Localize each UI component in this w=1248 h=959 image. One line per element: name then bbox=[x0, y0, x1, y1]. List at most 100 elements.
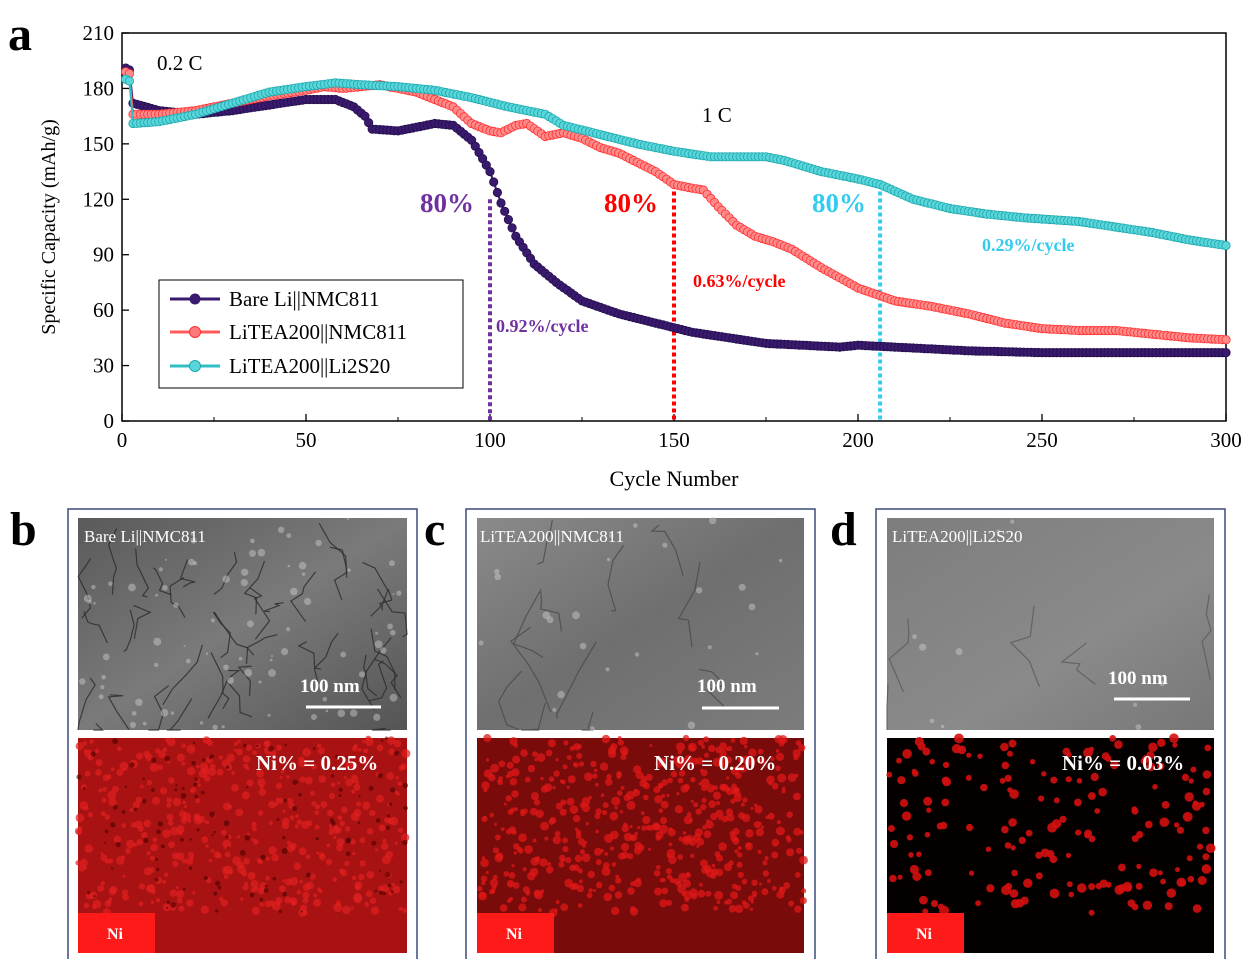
eds-dot bbox=[160, 787, 168, 795]
eds-dot bbox=[397, 781, 403, 786]
eds-dot bbox=[525, 890, 531, 896]
eds-dot bbox=[494, 822, 498, 826]
eds-dot bbox=[121, 823, 126, 828]
eds-dot bbox=[326, 843, 331, 848]
eds-dot bbox=[716, 900, 721, 905]
sem-texture-speck bbox=[186, 658, 191, 664]
eds-dot bbox=[84, 844, 94, 853]
eds-dot bbox=[250, 880, 259, 888]
sem-texture-speck bbox=[310, 714, 317, 720]
eds-dot bbox=[1007, 787, 1013, 793]
eds-dot bbox=[1109, 735, 1117, 742]
eds-dot bbox=[661, 793, 666, 798]
eds-dot bbox=[554, 830, 561, 837]
eds-dot bbox=[742, 797, 748, 803]
eds-dot bbox=[119, 761, 129, 771]
eds-dot bbox=[1004, 774, 1012, 782]
eds-dot bbox=[149, 867, 155, 873]
eds-dot bbox=[196, 828, 200, 832]
sem-texture-speck bbox=[478, 640, 484, 646]
eds-dot bbox=[714, 890, 724, 900]
eds-dot bbox=[1202, 853, 1210, 861]
eds-dot bbox=[966, 752, 972, 758]
eds-dot bbox=[164, 756, 171, 762]
sem-texture-speck bbox=[778, 558, 783, 563]
annotation-rate-low: 0.2 C bbox=[157, 51, 203, 75]
eds-dot bbox=[701, 784, 708, 792]
sem-texture-speck bbox=[205, 652, 209, 655]
eds-dot bbox=[503, 871, 510, 877]
eds-dot bbox=[708, 800, 716, 808]
eds-dot bbox=[506, 761, 514, 769]
eds-dot bbox=[296, 889, 302, 895]
sem-texture-speck bbox=[290, 587, 298, 596]
sem-texture-line bbox=[166, 698, 193, 731]
eds-dot bbox=[719, 749, 727, 758]
sem-texture-speck bbox=[87, 599, 92, 604]
sem-texture-line bbox=[521, 703, 546, 731]
eds-dot bbox=[275, 897, 283, 905]
eds-dot bbox=[394, 841, 398, 845]
eds-dot bbox=[658, 808, 664, 814]
sem-texture-speck bbox=[634, 652, 640, 657]
eds-dot bbox=[562, 837, 568, 844]
sem-texture-speck bbox=[662, 542, 668, 548]
sem-texture-speck bbox=[199, 721, 204, 725]
eds-dot bbox=[793, 827, 802, 836]
eds-dot bbox=[512, 882, 520, 889]
eds-dot bbox=[559, 808, 567, 816]
eds-dot bbox=[888, 825, 895, 832]
eds-dot bbox=[540, 776, 544, 781]
eds-dot bbox=[204, 820, 210, 825]
legend-label-bare: Bare Li||NMC811 bbox=[229, 287, 380, 311]
eds-dot bbox=[480, 858, 489, 868]
eds-dot bbox=[158, 750, 166, 759]
eds-dot bbox=[758, 821, 762, 826]
eds-dot bbox=[912, 872, 922, 881]
eds-dot bbox=[1010, 845, 1016, 851]
eds-dot bbox=[143, 819, 152, 828]
eds-dot bbox=[116, 856, 125, 865]
eds-dot bbox=[954, 733, 964, 744]
legend-label-litea-li2s: LiTEA200||Li2S20 bbox=[229, 354, 390, 378]
eds-dot bbox=[92, 899, 102, 909]
sem-texture-line bbox=[699, 668, 727, 707]
eds-dot bbox=[604, 852, 609, 856]
eds-dot bbox=[1098, 787, 1107, 797]
eds-dot bbox=[667, 777, 673, 784]
sem-texture-speck bbox=[696, 587, 703, 594]
eds-dot bbox=[332, 877, 337, 883]
eds-dot bbox=[150, 900, 155, 905]
eds-dot bbox=[337, 815, 343, 821]
eds-dot bbox=[649, 744, 653, 747]
sem-texture-speck bbox=[129, 721, 136, 729]
eds-dot bbox=[534, 890, 544, 900]
eds-dot bbox=[753, 894, 757, 898]
eds-dot bbox=[146, 780, 153, 786]
eds-dot bbox=[251, 821, 257, 827]
eds-dot bbox=[388, 748, 395, 756]
eds-dot bbox=[217, 885, 222, 890]
sem-texture-speck bbox=[579, 642, 587, 650]
eds-dot bbox=[392, 885, 401, 894]
eds-dot bbox=[135, 796, 143, 804]
eds-dot bbox=[572, 864, 580, 871]
eds-dot bbox=[302, 747, 312, 757]
eds-dot bbox=[572, 814, 581, 823]
eds-dot bbox=[701, 744, 706, 749]
eds-dot bbox=[724, 756, 733, 764]
eds-dot bbox=[1202, 770, 1212, 779]
sem-texture-line bbox=[313, 632, 339, 670]
sem-texture-speck bbox=[98, 694, 104, 700]
eds-dot bbox=[201, 836, 209, 844]
eds-dot bbox=[186, 899, 194, 907]
eds-dot bbox=[511, 790, 519, 798]
eds-dot bbox=[655, 835, 661, 841]
eds-dot bbox=[402, 782, 408, 789]
eds-dot bbox=[1181, 773, 1190, 782]
eds-dot bbox=[688, 838, 697, 846]
eds-dot bbox=[478, 891, 486, 899]
eds-dot bbox=[771, 851, 779, 859]
eds-dot bbox=[227, 846, 230, 849]
eds-dot bbox=[767, 812, 775, 820]
